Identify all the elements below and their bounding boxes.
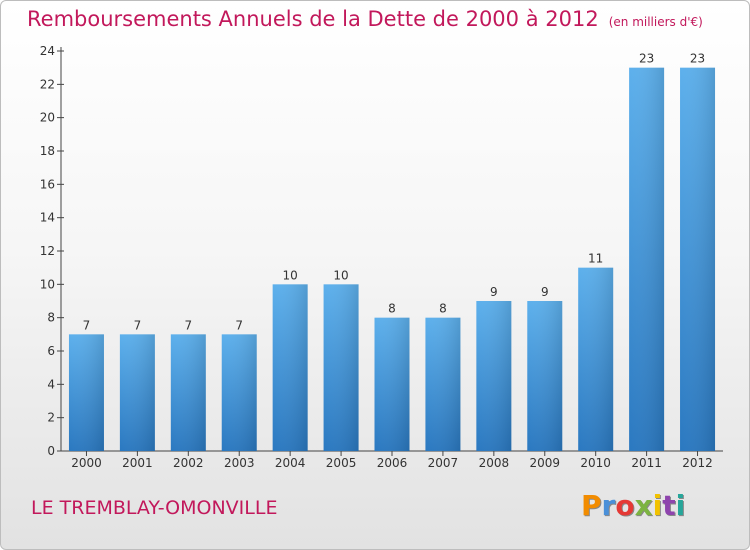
logo-letter: x [634, 489, 653, 522]
y-tick-label: 2 [47, 411, 55, 425]
data-label: 10 [283, 268, 298, 282]
y-tick-label: 18 [40, 144, 55, 158]
x-tick-label: 2002 [173, 456, 204, 470]
data-label: 7 [134, 318, 142, 332]
data-label: 23 [690, 52, 705, 66]
data-label: 11 [588, 252, 603, 266]
data-label: 8 [439, 302, 447, 316]
logo-letter: P [581, 489, 602, 522]
commune-name: LE TREMBLAY-OMONVILLE [31, 497, 278, 519]
logo-letter: o [615, 489, 635, 522]
bar-shade [323, 284, 359, 451]
bar-shade [221, 334, 257, 451]
x-tick-label: 2004 [275, 456, 306, 470]
data-label: 7 [235, 318, 243, 332]
x-tick-label: 2000 [71, 456, 102, 470]
bar-shade [527, 301, 563, 451]
data-label: 8 [388, 302, 396, 316]
y-tick-label: 0 [47, 444, 55, 458]
data-label: 9 [541, 285, 549, 299]
y-tick-label: 8 [47, 311, 55, 325]
data-label: 9 [490, 285, 498, 299]
bar-shade [425, 317, 461, 451]
bar-shade [170, 334, 206, 451]
x-tick-label: 2005 [326, 456, 357, 470]
chart-unit: (en milliers d'€) [608, 15, 703, 29]
logo-letter: i [652, 489, 663, 522]
data-label: 7 [83, 318, 91, 332]
proxiti-logo: Proxiti [581, 489, 685, 522]
logo-letter: r [601, 489, 616, 522]
bar-shade [476, 301, 512, 451]
x-tick-label: 2006 [377, 456, 408, 470]
y-tick-label: 4 [47, 377, 55, 391]
y-tick-label: 14 [40, 211, 55, 225]
bar-shade [119, 334, 155, 451]
x-tick-label: 2001 [122, 456, 153, 470]
chart-title-text: Remboursements Annuels de la Dette de 20… [27, 7, 599, 31]
bar-shade [272, 284, 308, 451]
bar-shade [578, 267, 614, 451]
data-label: 10 [333, 268, 348, 282]
y-tick-label: 22 [40, 77, 55, 91]
x-tick-label: 2010 [580, 456, 611, 470]
x-tick-label: 2003 [224, 456, 255, 470]
x-tick-label: 2007 [428, 456, 459, 470]
y-tick-label: 6 [47, 344, 55, 358]
y-tick-label: 10 [40, 277, 55, 291]
y-tick-label: 20 [40, 111, 55, 125]
data-label: 23 [639, 52, 654, 66]
x-tick-label: 2012 [682, 456, 713, 470]
x-tick-label: 2008 [479, 456, 510, 470]
bar-shade [629, 67, 665, 452]
x-tick-label: 2011 [631, 456, 662, 470]
y-tick-label: 12 [40, 244, 55, 258]
logo-letter: i [675, 489, 686, 522]
bar-shade [374, 317, 410, 451]
bar-shade [680, 67, 716, 452]
x-tick-label: 2009 [529, 456, 560, 470]
logo-letter: t [662, 489, 676, 522]
data-label: 7 [184, 318, 192, 332]
bar-shade [68, 334, 104, 451]
y-tick-label: 24 [40, 44, 55, 58]
y-tick-label: 16 [40, 177, 55, 191]
bars: 7 7 7 7 10 10 8 8 9 9 11 23 23 [68, 52, 716, 452]
chart-title: Remboursements Annuels de la Dette de 20… [27, 7, 703, 31]
